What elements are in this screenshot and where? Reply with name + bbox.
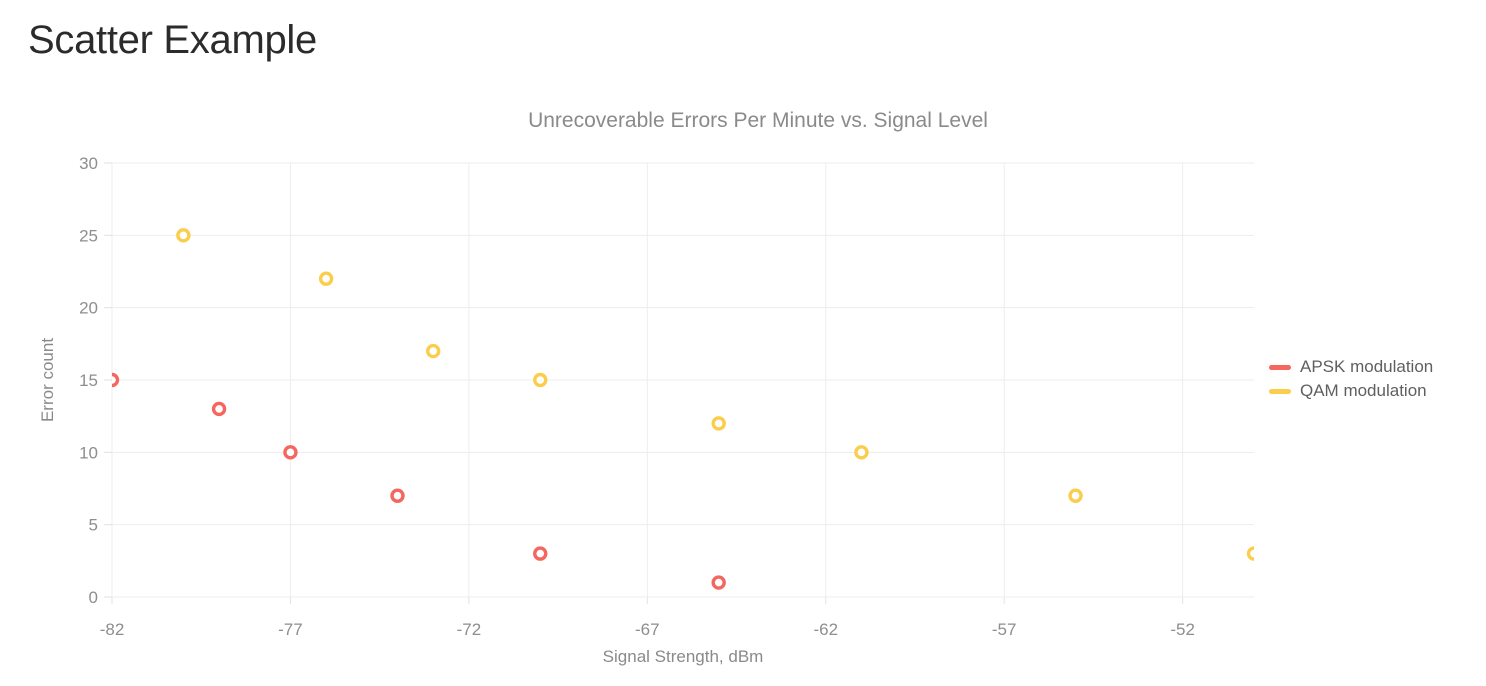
data-point[interactable]: [854, 445, 869, 460]
data-points-layer: [107, 228, 1260, 590]
axis-tick-labels: -82 -77 -72 -67 -62 -57 -52 0 5 10 15 20 25 30: [79, 154, 1195, 639]
data-point[interactable]: [211, 401, 227, 417]
legend-label: APSK modulation: [1300, 357, 1434, 376]
gridlines: [104, 162, 1254, 604]
data-point[interactable]: [390, 488, 405, 503]
series-apsk: [107, 372, 726, 590]
y-tick-label: 15: [79, 371, 98, 390]
x-tick-label: -57: [992, 620, 1017, 639]
x-tick-label: -52: [1170, 620, 1195, 639]
data-point[interactable]: [176, 228, 191, 243]
chart-title: Unrecoverable Errors Per Minute vs. Sign…: [528, 109, 988, 132]
data-point[interactable]: [1246, 546, 1260, 561]
x-axis-title: Signal Strength, dBm: [602, 647, 764, 666]
y-tick-label: 20: [79, 299, 98, 318]
x-tick-label: -82: [100, 620, 125, 639]
data-point[interactable]: [1068, 488, 1083, 503]
y-tick-label: 25: [79, 226, 98, 245]
y-tick-label: 30: [79, 154, 98, 173]
series-qam: [176, 228, 1260, 561]
y-tick-label: 5: [89, 516, 98, 535]
data-point[interactable]: [318, 271, 334, 286]
legend-item[interactable]: APSK modulation: [1269, 355, 1433, 379]
data-point[interactable]: [711, 575, 726, 590]
data-point[interactable]: [425, 343, 441, 359]
legend-swatch-dash: [1269, 364, 1291, 370]
data-point[interactable]: [711, 416, 726, 431]
legend-swatch-dash: [1269, 388, 1291, 394]
data-point[interactable]: [533, 372, 548, 388]
data-point[interactable]: [533, 546, 548, 561]
data-point[interactable]: [107, 372, 120, 388]
chart-legend: APSK modulation QAM modulation: [1269, 355, 1433, 403]
x-tick-label: -62: [813, 620, 838, 639]
x-tick-label: -72: [457, 620, 482, 639]
legend-item[interactable]: QAM modulation: [1269, 379, 1433, 403]
data-point[interactable]: [283, 445, 298, 460]
y-tick-label: 10: [79, 443, 98, 462]
x-tick-label: -77: [278, 620, 303, 639]
y-tick-label: 0: [89, 588, 98, 607]
page-title: Scatter Example: [28, 18, 317, 62]
x-tick-label: -67: [635, 620, 660, 639]
legend-label: QAM modulation: [1300, 381, 1427, 400]
